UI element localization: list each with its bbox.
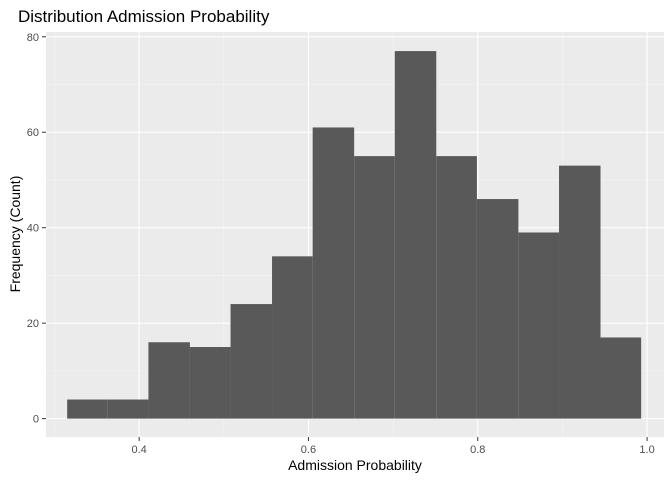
histogram-bar-2 (107, 399, 149, 419)
histogram-bars (67, 51, 642, 419)
histogram-bar-11 (476, 199, 519, 419)
x-tick-label: 0.8 (470, 444, 485, 456)
y-tick-label: 80 (27, 32, 39, 44)
y-tick-label: 20 (27, 318, 39, 330)
histogram-bar-4 (189, 347, 231, 419)
histogram-bar-9 (394, 51, 437, 419)
histogram-bar-1 (67, 399, 108, 419)
histogram-bar-7 (312, 127, 355, 419)
histogram-bar-8 (354, 156, 395, 419)
y-axis-title: Frequency (Count) (7, 176, 23, 293)
y-tick-label: 0 (33, 414, 39, 426)
x-tick-label: 1.0 (639, 444, 654, 456)
chart-title: Distribution Admission Probability (18, 7, 270, 26)
histogram-bar-6 (272, 256, 313, 419)
histogram-bar-12 (518, 232, 560, 419)
histogram-bar-5 (230, 304, 273, 419)
y-tick-label: 60 (27, 127, 39, 139)
x-axis: 0.4 0.6 0.8 1.0 (131, 437, 655, 456)
y-tick-label: 40 (27, 223, 39, 235)
histogram-bar-14 (600, 337, 642, 419)
x-tick-label: 0.6 (301, 444, 316, 456)
histogram-bar-3 (148, 342, 190, 419)
x-axis-title: Admission Probability (288, 457, 422, 473)
histogram-bar-13 (559, 165, 601, 419)
histogram-bar-10 (436, 156, 477, 419)
x-tick-label: 0.4 (131, 444, 146, 456)
y-axis: 0 20 40 60 80 (27, 32, 46, 426)
